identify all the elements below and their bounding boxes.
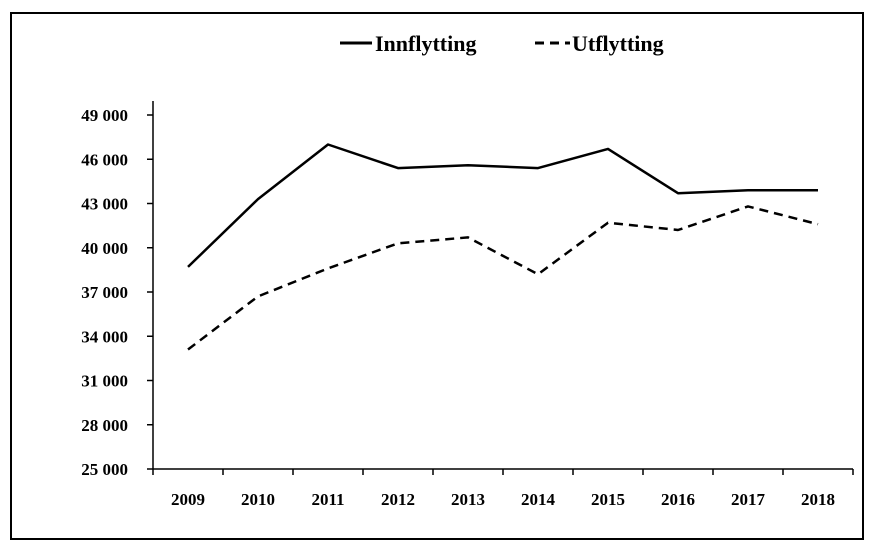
y-tick-label: 34 000: [81, 327, 128, 346]
y-tick-label: 46 000: [81, 150, 128, 169]
y-tick-label: 49 000: [81, 106, 128, 125]
x-tick-label: 2013: [451, 490, 485, 509]
x-tick-label: 2011: [311, 490, 344, 509]
y-tick-label: 37 000: [81, 283, 128, 302]
x-tick-label: 2012: [381, 490, 415, 509]
y-tick-label: 25 000: [81, 460, 128, 479]
y-axis-ticks: 25 000 28 000 31 000 34 000 37 000 40 000 43 0…: [81, 106, 153, 479]
y-tick-label: 28 000: [81, 416, 128, 435]
series-line-innflytting: [187, 143, 818, 268]
legend-label-innflytting: Innflytting: [375, 31, 476, 56]
series-lines: [187, 143, 819, 351]
legend-label-utflytting: Utflytting: [572, 31, 664, 56]
y-tick-label: 31 000: [81, 372, 128, 391]
x-axis-ticks: 2009 2010 2011 2012 2013 2014 2015 2016 2017 2018: [152, 469, 854, 509]
x-tick-label: 2017: [731, 490, 766, 509]
legend: Innflytting Utflytting: [340, 31, 664, 56]
x-tick-label: 2018: [801, 490, 835, 509]
x-tick-label: 2010: [241, 490, 275, 509]
axes: [152, 101, 853, 470]
x-tick-label: 2016: [661, 490, 695, 509]
x-tick-label: 2009: [171, 490, 205, 509]
x-tick-label: 2014: [521, 490, 556, 509]
y-tick-label: 40 000: [81, 239, 128, 258]
series-line-utflytting: [187, 205, 819, 351]
y-tick-label: 43 000: [81, 195, 128, 214]
x-tick-label: 2015: [591, 490, 625, 509]
